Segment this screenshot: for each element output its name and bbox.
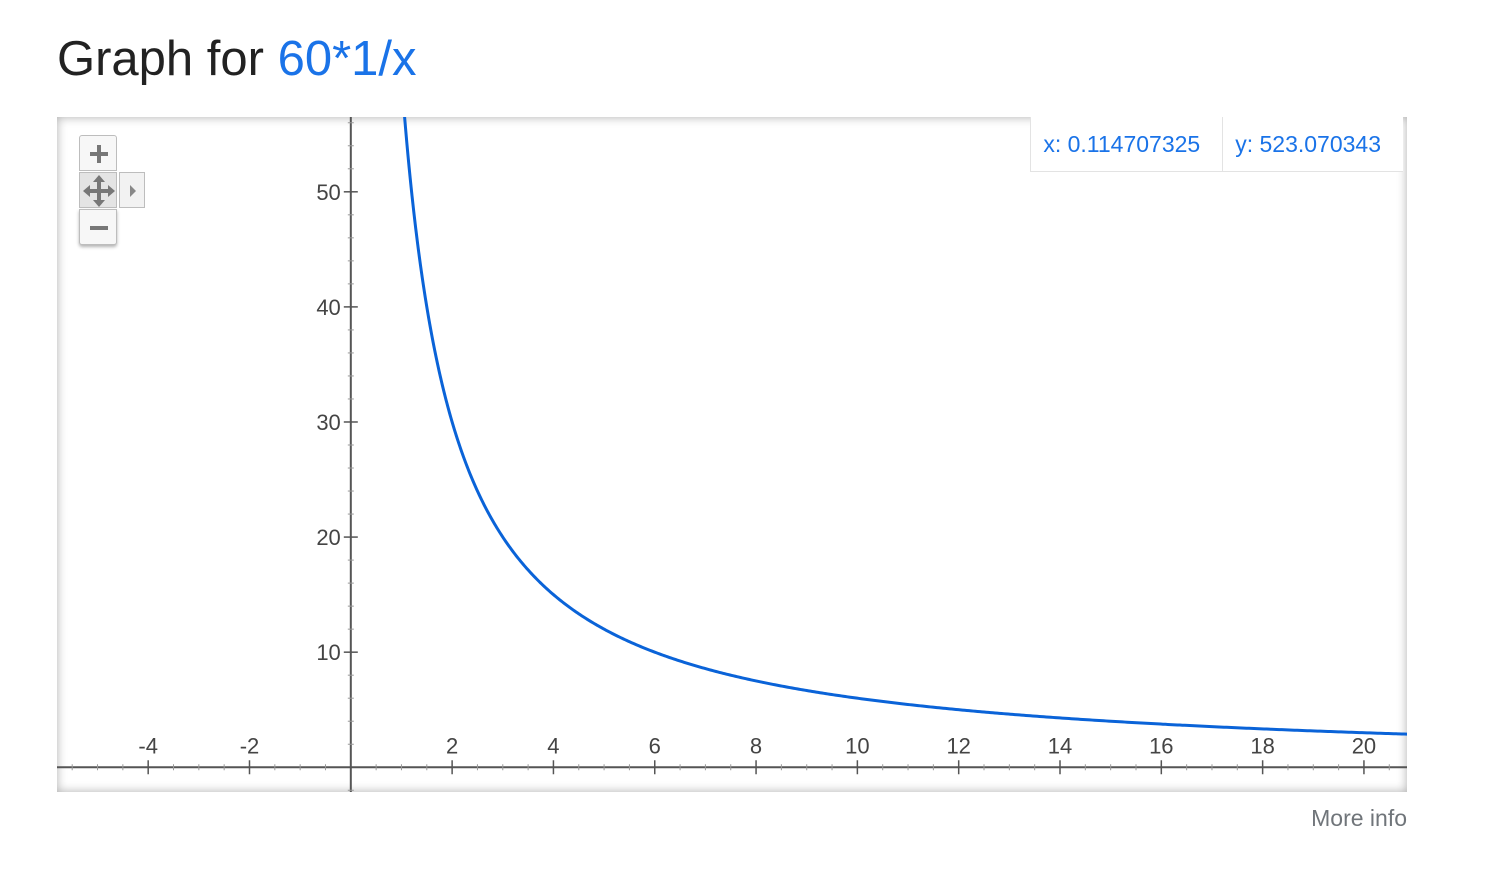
x-tick-label: 14 bbox=[1048, 733, 1072, 758]
coordinate-readout: x: 0.114707325 y: 523.070343 bbox=[1030, 117, 1403, 172]
x-tick-label: 20 bbox=[1352, 733, 1376, 758]
x-tick-label: 8 bbox=[750, 733, 762, 758]
x-readout: x: 0.114707325 bbox=[1043, 131, 1201, 157]
x-tick-label: 6 bbox=[649, 733, 661, 758]
x-tick-label: -2 bbox=[240, 733, 260, 758]
title-expression[interactable]: 60*1/x bbox=[277, 32, 417, 86]
function-plot[interactable]: -4 -2 2 4 6 8 10 12 14 16 18 20 10 20 30 40 50 bbox=[57, 117, 1407, 792]
x-tick-label: 18 bbox=[1250, 733, 1274, 758]
expand-button[interactable] bbox=[119, 172, 145, 208]
page-title: Graph for 60*1/x bbox=[57, 30, 417, 89]
y-tick-label: 10 bbox=[316, 640, 340, 665]
triangle-right-icon bbox=[130, 185, 136, 197]
zoom-in-button[interactable] bbox=[79, 135, 117, 171]
y-tick-label: 40 bbox=[316, 295, 340, 320]
y-tick-label: 50 bbox=[316, 180, 340, 205]
title-prefix: Graph for bbox=[57, 32, 264, 86]
x-tick-label: 4 bbox=[547, 733, 559, 758]
x-tick-label: -4 bbox=[138, 733, 158, 758]
x-tick-label: 10 bbox=[845, 733, 869, 758]
x-tick-label: 2 bbox=[446, 733, 458, 758]
move-icon bbox=[83, 175, 115, 207]
x-tick-label: 16 bbox=[1149, 733, 1173, 758]
curve-line bbox=[403, 117, 1407, 736]
y-tick-label: 30 bbox=[316, 410, 340, 435]
pan-button[interactable] bbox=[79, 172, 117, 208]
x-tick-label: 12 bbox=[946, 733, 970, 758]
zoom-out-button[interactable] bbox=[79, 209, 117, 245]
y-tick-label: 20 bbox=[316, 525, 340, 550]
minus-icon bbox=[90, 226, 108, 230]
graph-panel[interactable]: -4 -2 2 4 6 8 10 12 14 16 18 20 10 20 30 40 50 x: 0.1147… bbox=[57, 117, 1407, 792]
plus-icon bbox=[90, 145, 108, 163]
y-readout: y: 523.070343 bbox=[1222, 117, 1403, 171]
more-info-link[interactable]: More info bbox=[1311, 805, 1407, 831]
